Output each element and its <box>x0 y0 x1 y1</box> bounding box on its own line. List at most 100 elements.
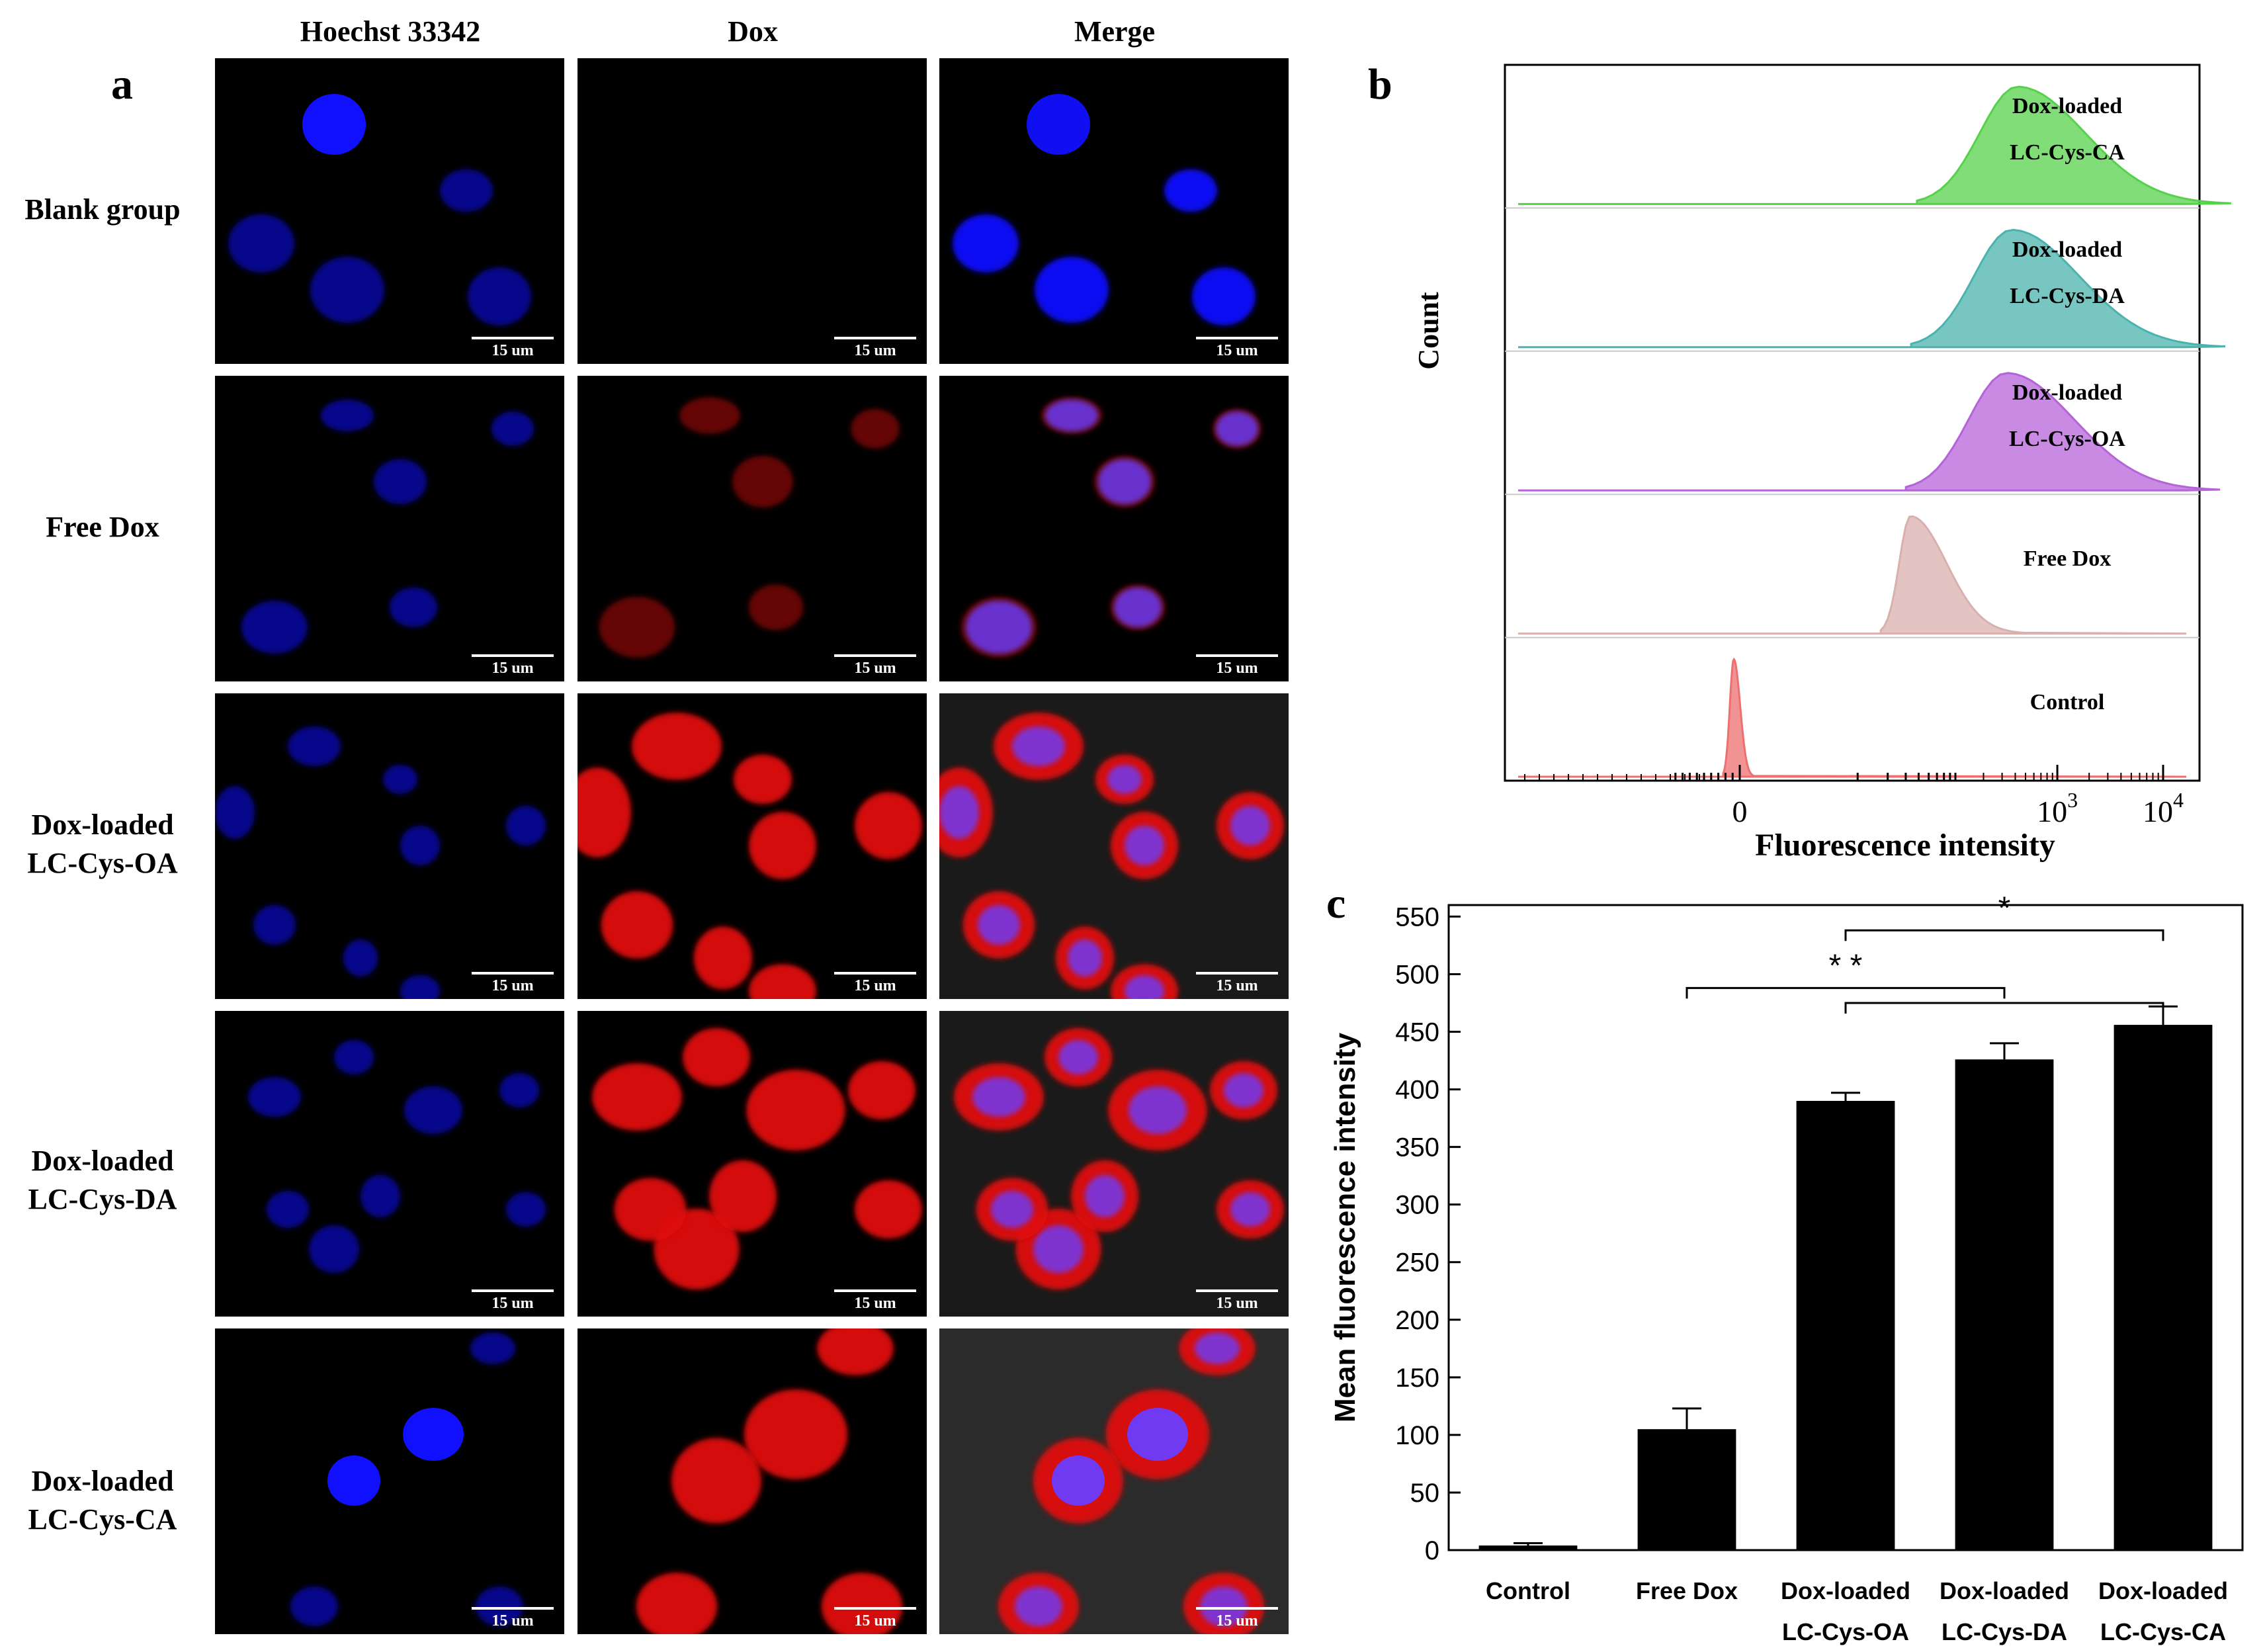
y-tick-label: 200 <box>1395 1306 1439 1335</box>
y-tick-label: 400 <box>1395 1076 1439 1105</box>
x-category-label: Dox-loaded <box>2098 1577 2228 1604</box>
x-category-label: LC-Cys-CA <box>2100 1618 2226 1645</box>
column-header-dox: Dox <box>728 15 778 48</box>
micrograph-cells <box>961 397 1261 658</box>
panel-letter-a: a <box>111 60 133 109</box>
column-header-hoechst: Hoechst 33342 <box>300 15 481 48</box>
x-category-label: LC-Cys-OA <box>1782 1618 1909 1645</box>
y-tick-label: 100 <box>1395 1421 1439 1450</box>
scale-bar-label: 15 um <box>854 660 896 677</box>
scale-bar-label: 15 um <box>854 1295 896 1312</box>
scale-bar: 15 um <box>834 337 916 360</box>
row-label-oa: Dox-loaded LC-Cys-OA <box>0 806 205 883</box>
row-label-da: Dox-loaded LC-Cys-DA <box>0 1142 205 1219</box>
x-category-label: Control <box>1486 1577 1570 1604</box>
scale-bar-line <box>834 654 916 657</box>
flow-series-label-5: Control <box>1988 679 2147 726</box>
bar-2 <box>1637 1429 1736 1550</box>
row-label-line: Blank group <box>24 193 181 226</box>
scale-bar: 15 um <box>472 1607 554 1630</box>
micrograph-cells <box>241 400 534 654</box>
scale-bar-label: 15 um <box>1216 1612 1258 1630</box>
flow-series-label-line: LC-Cys-DA <box>2010 283 2125 308</box>
flow-series-label-line: Dox-loaded <box>2012 94 2123 119</box>
flow-histogram-series-2 <box>1518 228 2226 349</box>
micrograph-row1-col2: 15 um <box>577 58 927 364</box>
scale-bar-label: 15 um <box>491 1295 534 1312</box>
micrograph-row1-col3: 15 um <box>939 58 1289 364</box>
significance-label: * <box>1998 891 2011 926</box>
flow-frame <box>1504 64 2201 782</box>
y-tick-label: 300 <box>1395 1191 1439 1220</box>
y-tick-label: 500 <box>1395 960 1439 989</box>
scale-bar-label: 15 um <box>1216 342 1258 359</box>
y-tick-label: 50 <box>1410 1479 1440 1508</box>
scale-bar-label: 15 um <box>854 1612 896 1630</box>
flow-tick-label: 104 <box>2143 788 2184 828</box>
row-label-line: LC-Cys-OA <box>27 847 178 879</box>
scale-bar: 15 um <box>472 654 554 677</box>
scale-bar-line <box>834 1607 916 1610</box>
mean-fluorescence-bar-chart: 0 50 100 150 200 250 300 350 400 450 500 550 Mean fl… <box>1329 891 2244 1645</box>
row-label-line: Dox-loaded <box>31 1145 174 1177</box>
row-label-free-dox: Free Dox <box>0 508 205 546</box>
flow-cytometry-histogram: 0 103 104 <box>1504 64 2231 828</box>
y-tick-label: 150 <box>1395 1364 1439 1393</box>
scale-bar-line <box>472 654 554 657</box>
row-label-line: Free Dox <box>46 511 159 543</box>
scale-bar-line <box>1196 654 1278 657</box>
flow-histogram-series-3 <box>1518 372 2221 492</box>
row-label-blank-group: Blank group <box>0 191 205 229</box>
micrograph-row3-col1: 15 um <box>215 693 564 999</box>
micrograph-row5-col1: 15 um <box>215 1328 564 1634</box>
panel-letter-b: b <box>1368 60 1392 109</box>
scale-bar-line <box>834 1289 916 1292</box>
micrograph-row2-col1: 15 um <box>215 376 564 681</box>
row-label-line: LC-Cys-DA <box>28 1183 177 1215</box>
scale-bar-label: 15 um <box>491 977 534 994</box>
scale-bar: 15 um <box>472 972 554 995</box>
significance-bracket-1 <box>1844 929 2164 941</box>
flow-ylabel: Count <box>1412 292 1445 370</box>
micrograph-row1-col1: 15 um <box>215 58 564 364</box>
flow-histogram-series-4 <box>1518 515 2187 635</box>
y-tick-label: 0 <box>1425 1536 1439 1565</box>
scale-bar-label: 15 um <box>854 342 896 359</box>
y-tick-label: 450 <box>1395 1018 1439 1047</box>
scale-bar: 15 um <box>1196 1289 1278 1313</box>
scale-bar-label: 15 um <box>854 977 896 994</box>
scale-bar: 15 um <box>1196 1607 1278 1630</box>
flow-histogram-series-1 <box>1518 85 2231 205</box>
significance-bracket-3 <box>1844 1002 2164 1014</box>
flow-series-label-line: Control <box>2029 689 2105 715</box>
row-label-line: Dox-loaded <box>31 808 174 841</box>
x-category-label: Dox-loaded <box>1781 1577 1910 1604</box>
micrograph-cells <box>939 713 1284 999</box>
scale-bar-line <box>1196 972 1278 975</box>
micrograph-cells <box>248 1040 546 1273</box>
flow-series-label-line: Free Dox <box>2023 546 2112 572</box>
flow-series-label-line: Dox-loaded <box>2012 237 2123 262</box>
scale-bar: 15 um <box>834 654 916 677</box>
scale-bar-line <box>472 337 554 339</box>
scale-bar-line <box>1196 337 1278 339</box>
micrograph-row2-col2: 15 um <box>577 376 927 681</box>
significance-label: * * <box>1829 948 1863 983</box>
scale-bar: 15 um <box>834 1607 916 1630</box>
micrograph-row5-col2: 15 um <box>577 1328 927 1634</box>
scale-bar: 15 um <box>834 972 916 995</box>
x-category-label: LC-Cys-DA <box>1942 1618 2067 1645</box>
flow-series-label-2: Dox-loaded LC-Cys-DA <box>1988 227 2147 320</box>
flow-series-label-1: Dox-loaded LC-Cys-CA <box>1988 83 2147 176</box>
column-header-merge: Merge <box>1074 15 1156 48</box>
flow-series-label-4: Free Dox <box>1988 536 2147 582</box>
bar-4 <box>1955 1059 2054 1550</box>
flow-histogram-series-5 <box>1518 657 2187 778</box>
x-category-label: Free Dox <box>1636 1577 1738 1604</box>
micrograph-cells <box>228 94 531 326</box>
scale-bar-label: 15 um <box>1216 660 1258 677</box>
scale-bar-line <box>1196 1289 1278 1292</box>
scale-bar-line <box>472 972 554 975</box>
micrograph-row5-col3: 15 um <box>939 1328 1289 1634</box>
scale-bar: 15 um <box>472 337 554 360</box>
